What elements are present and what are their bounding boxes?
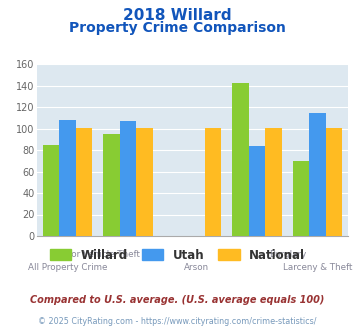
Text: Larceny & Theft: Larceny & Theft	[283, 263, 353, 272]
Bar	[249, 146, 266, 236]
Text: Arson: Arson	[184, 263, 209, 272]
Bar	[326, 128, 343, 236]
Text: 2018 Willard: 2018 Willard	[123, 8, 232, 23]
Bar	[293, 161, 310, 236]
Bar	[103, 134, 120, 236]
Text: All Property Crime: All Property Crime	[28, 263, 107, 272]
Text: Burglary: Burglary	[269, 250, 306, 259]
Bar	[233, 82, 249, 236]
Bar	[76, 128, 92, 236]
Bar	[136, 128, 153, 236]
Text: Compared to U.S. average. (U.S. average equals 100): Compared to U.S. average. (U.S. average …	[30, 295, 325, 305]
Bar	[120, 121, 136, 236]
Text: Motor Vehicle Theft: Motor Vehicle Theft	[55, 250, 140, 259]
Text: © 2025 CityRating.com - https://www.cityrating.com/crime-statistics/: © 2025 CityRating.com - https://www.city…	[38, 317, 317, 326]
Bar	[205, 128, 222, 236]
Bar	[43, 145, 59, 236]
Bar	[266, 128, 282, 236]
Bar	[310, 113, 326, 236]
Legend: Willard, Utah, National: Willard, Utah, National	[45, 244, 310, 266]
Text: Property Crime Comparison: Property Crime Comparison	[69, 21, 286, 35]
Bar	[59, 120, 76, 236]
